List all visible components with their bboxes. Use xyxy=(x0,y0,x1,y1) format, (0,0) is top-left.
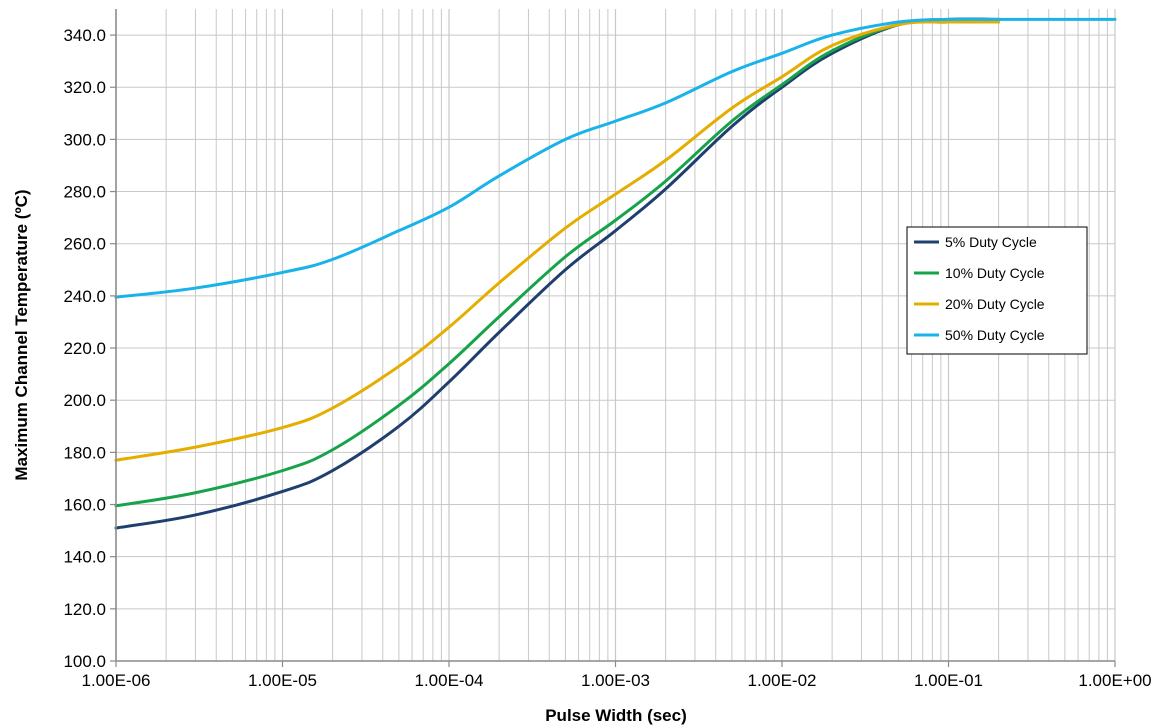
y-tick-label: 100.0 xyxy=(63,652,106,671)
tick-labels: 100.0 120.0 140.0 160.0 180.0 200.0 220.0 240.0… xyxy=(63,26,1151,690)
y-tick-label: 320.0 xyxy=(63,78,106,97)
y-tick-label: 340.0 xyxy=(63,26,106,45)
y-tick-label: 280.0 xyxy=(63,183,106,202)
legend-box xyxy=(906,226,1088,355)
x-axis-title: Pulse Width (sec) xyxy=(545,706,687,725)
x-tick-label: 1.00E-05 xyxy=(248,671,317,690)
y-tick-label: 300.0 xyxy=(63,130,106,149)
x-tick-label: 1.00E-04 xyxy=(415,671,484,690)
series-lines xyxy=(114,17,1117,530)
x-tick-label: 1.00E-06 xyxy=(82,671,151,690)
y-tick-label: 220.0 xyxy=(63,339,106,358)
x-tick-label: 1.00E-03 xyxy=(581,671,650,690)
legend: 5% Duty Cycle 10% Duty Cycle 20% Duty Cycl… xyxy=(906,226,1088,355)
x-tick-label: 1.00E-01 xyxy=(914,671,983,690)
y-axis-title: Maximum Channel Temperature (ºC) xyxy=(12,189,31,480)
series-line-4 xyxy=(114,17,1117,299)
legend-label: 20% Duty Cycle xyxy=(945,296,1045,312)
legend-label: 50% Duty Cycle xyxy=(945,327,1045,343)
y-tick-label: 200.0 xyxy=(63,391,106,410)
legend-label: 10% Duty Cycle xyxy=(945,265,1045,281)
series-line-1 xyxy=(114,17,1001,530)
axes xyxy=(110,9,1116,667)
y-tick-label: 120.0 xyxy=(63,600,106,619)
y-tick-label: 180.0 xyxy=(63,443,106,462)
x-tick-label: 1.00E+00 xyxy=(1078,671,1151,690)
series-line-3 xyxy=(114,20,1001,462)
legend-label: 5% Duty Cycle xyxy=(945,234,1037,250)
y-tick-label: 160.0 xyxy=(63,496,106,515)
y-tick-label: 140.0 xyxy=(63,548,106,567)
series-line-2 xyxy=(114,20,1001,508)
x-tick-label: 1.00E-02 xyxy=(748,671,817,690)
y-tick-label: 260.0 xyxy=(63,235,106,254)
y-tick-label: 240.0 xyxy=(63,287,106,306)
grid xyxy=(115,9,1116,662)
